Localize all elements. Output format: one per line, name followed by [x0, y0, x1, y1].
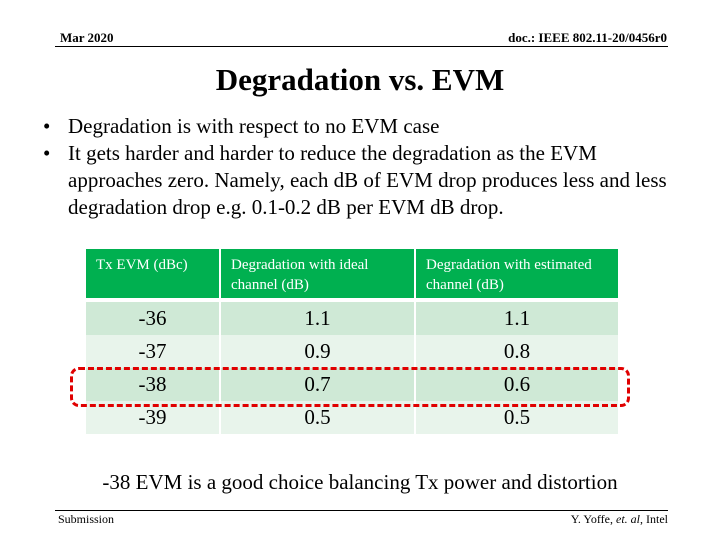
column-header-tx-evm: Tx EVM (dBc) [86, 249, 221, 300]
footer-submission: Submission [58, 512, 115, 526]
footer-authors: Y. Yoffe, et. al, Intel [571, 512, 668, 527]
header-doc-id: doc.: IEEE 802.11-20/0456r0 [508, 30, 667, 45]
bullet-item: • Degradation is with respect to no EVM c… [40, 113, 690, 140]
cell-tx-evm: -36 [86, 298, 221, 335]
column-header-estimated-channel: Degradation with estimated channel (dB) [415, 249, 618, 300]
cell-estimated-degradation: 1.1 [415, 298, 618, 335]
table-row: -38 0.7 0.6 [86, 368, 618, 401]
bullet-dot-icon: • [43, 114, 51, 138]
cell-estimated-degradation: 0.6 [415, 368, 618, 401]
cell-ideal-degradation: 1.1 [220, 298, 416, 335]
cell-tx-evm: -38 [86, 368, 221, 401]
conclusion-caption: -38 EVM is a good choice balancing Tx po… [102, 470, 618, 494]
bullet-text: Degradation is with respect to no EVM ca… [68, 114, 440, 138]
bullet-item: • It gets harder and harder to reduce the… [40, 140, 690, 221]
footer-authors-name: Y. Yoffe, [570, 512, 616, 526]
table-header-row: Tx EVM (dBc) Degradation with ideal chan… [86, 249, 618, 300]
row-highlight-box [70, 367, 630, 407]
cell-estimated-degradation: 0.8 [415, 335, 618, 368]
bullet-text: It gets harder and harder to reduce the … [68, 141, 667, 219]
header-date: Mar 2020 [60, 30, 114, 45]
table-row: -37 0.9 0.8 [86, 335, 618, 368]
footer-authors-org: , Intel [640, 512, 668, 526]
slide-title: Degradation vs. EVM [215, 62, 505, 97]
cell-tx-evm: -37 [86, 335, 221, 368]
table-row: -36 1.1 1.1 [86, 298, 618, 335]
footer-authors-etal: et. al [616, 512, 640, 526]
footer-divider [55, 510, 668, 511]
cell-ideal-degradation: 0.7 [220, 368, 416, 401]
bullet-dot-icon: • [43, 141, 51, 165]
column-header-ideal-channel: Degradation with ideal channel (dB) [220, 249, 416, 300]
cell-ideal-degradation: 0.9 [220, 335, 416, 368]
bullet-list: • Degradation is with respect to no EVM c… [40, 113, 690, 221]
header-divider [55, 46, 668, 47]
